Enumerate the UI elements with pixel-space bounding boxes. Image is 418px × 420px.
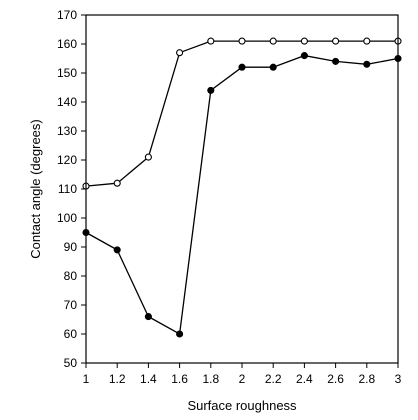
x-tick-label: 1.2 <box>109 372 126 386</box>
series-1-point <box>300 37 308 45</box>
series-2-line <box>85 54 399 336</box>
y-tick-label: 70 <box>64 298 78 312</box>
y-tick-label: 120 <box>57 153 77 167</box>
x-tick-label: 1.4 <box>140 372 157 386</box>
y-tick-label: 90 <box>64 240 78 254</box>
x-tick-label: 2 <box>239 372 246 386</box>
y-axis-label: Contact angle (degrees) <box>28 119 43 258</box>
y-tick-label: 130 <box>57 124 77 138</box>
x-tick-label: 3 <box>395 372 402 386</box>
plot-frame <box>85 14 399 364</box>
x-tick-label: 1.6 <box>171 372 188 386</box>
series-1-point <box>113 179 121 187</box>
series-2-point <box>207 86 215 94</box>
series-2-point <box>332 57 340 65</box>
series-2-point <box>113 246 121 254</box>
series-1-point <box>332 37 340 45</box>
y-tick-label: 140 <box>57 95 77 109</box>
y-tick-label: 50 <box>64 356 78 370</box>
series-1-point <box>144 153 152 161</box>
x-tick-label: 1.8 <box>202 372 219 386</box>
x-tick-label: 2.4 <box>296 372 313 386</box>
x-axis: 1 1.2 1.4 1.6 1.8 2 2.2 2.4 2.6 2.8 3 <box>83 363 402 386</box>
x-tick-label: 2.2 <box>265 372 282 386</box>
y-tick-label: 80 <box>64 269 78 283</box>
series-1-point <box>207 37 215 45</box>
y-tick-label: 160 <box>57 37 77 51</box>
series-2-point <box>238 63 246 71</box>
series-2-point <box>144 313 152 321</box>
series-layer <box>82 37 402 338</box>
series-2-point <box>300 52 308 60</box>
y-axis: 50 60 70 80 90 100 110 120 130 140 150 160 170 <box>57 8 86 370</box>
x-axis-label: Surface roughness <box>187 398 297 413</box>
series-2-point <box>269 63 277 71</box>
series-2-point <box>176 330 184 338</box>
series-1-point <box>269 37 277 45</box>
series-1-point <box>176 49 184 57</box>
x-tick-label: 2.8 <box>358 372 375 386</box>
series-2-point <box>363 60 371 68</box>
y-tick-label: 150 <box>57 66 77 80</box>
y-tick-label: 60 <box>64 327 78 341</box>
y-tick-label: 100 <box>57 211 77 225</box>
x-tick-label: 1 <box>83 372 90 386</box>
x-tick-label: 2.6 <box>327 372 344 386</box>
series-1-point <box>238 37 246 45</box>
y-tick-label: 170 <box>57 8 77 22</box>
y-tick-label: 110 <box>58 182 77 196</box>
series-1-point <box>363 37 371 45</box>
